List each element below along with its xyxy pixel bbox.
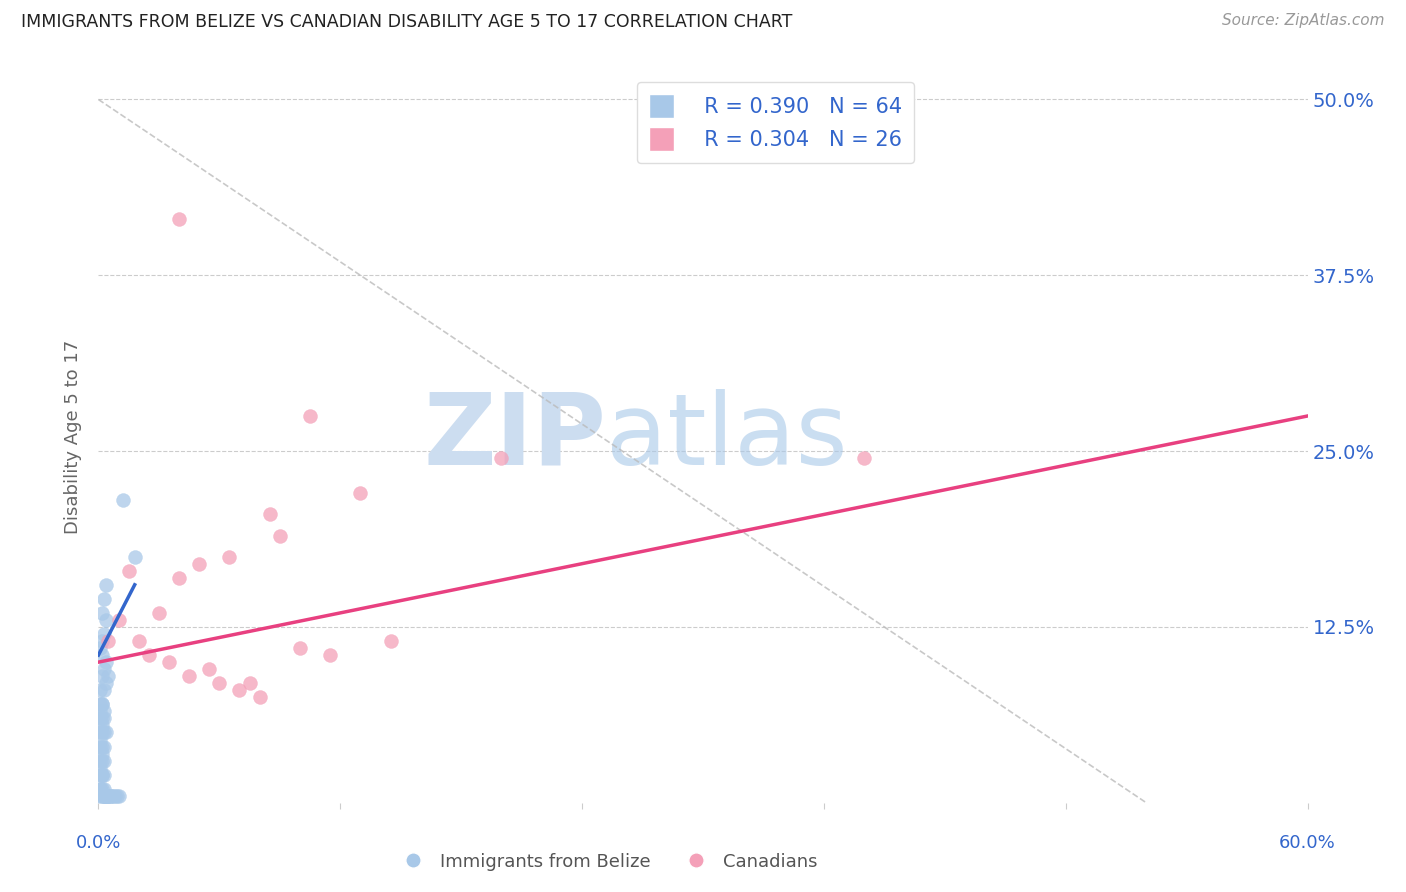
Point xyxy=(228,683,250,698)
Point xyxy=(96,676,118,690)
Point xyxy=(97,789,120,803)
Point xyxy=(97,634,120,648)
Point xyxy=(93,591,115,606)
Point xyxy=(91,648,114,662)
Point xyxy=(93,627,115,641)
Point xyxy=(319,648,342,662)
Point xyxy=(107,789,129,803)
Text: 0.0%: 0.0% xyxy=(76,834,121,852)
Point xyxy=(239,676,262,690)
Point xyxy=(89,705,111,719)
Point xyxy=(89,754,111,768)
Point xyxy=(853,451,876,466)
Point xyxy=(89,683,111,698)
Point xyxy=(93,683,115,698)
Point xyxy=(91,725,114,739)
Point xyxy=(89,767,111,781)
Point xyxy=(91,711,114,725)
Point xyxy=(89,789,111,803)
Point xyxy=(118,564,141,578)
Point xyxy=(96,789,118,803)
Point xyxy=(96,725,118,739)
Text: IMMIGRANTS FROM BELIZE VS CANADIAN DISABILITY AGE 5 TO 17 CORRELATION CHART: IMMIGRANTS FROM BELIZE VS CANADIAN DISAB… xyxy=(21,13,793,31)
Point xyxy=(148,606,170,620)
Point xyxy=(107,613,129,627)
Point xyxy=(93,705,115,719)
Point xyxy=(93,725,115,739)
Point xyxy=(100,789,122,803)
Point xyxy=(96,789,118,803)
Point xyxy=(269,528,291,542)
Point xyxy=(93,754,115,768)
Point xyxy=(218,549,240,564)
Point xyxy=(93,662,115,676)
Point xyxy=(128,634,150,648)
Point xyxy=(89,711,111,725)
Point xyxy=(89,781,111,796)
Point xyxy=(91,669,114,683)
Point xyxy=(380,634,402,648)
Point xyxy=(111,493,134,508)
Text: Source: ZipAtlas.com: Source: ZipAtlas.com xyxy=(1222,13,1385,29)
Point xyxy=(167,571,190,585)
Point xyxy=(198,662,221,676)
Point xyxy=(97,669,120,683)
Point xyxy=(101,789,124,803)
Point xyxy=(349,486,371,500)
Point xyxy=(103,789,125,803)
Point xyxy=(259,508,281,522)
Point xyxy=(89,641,111,656)
Point xyxy=(299,409,322,423)
Point xyxy=(89,698,111,712)
Point xyxy=(91,781,114,796)
Text: ZIP: ZIP xyxy=(423,389,606,485)
Point xyxy=(91,698,114,712)
Point xyxy=(96,578,118,592)
Point xyxy=(89,725,111,739)
Point xyxy=(93,711,115,725)
Point xyxy=(93,739,115,754)
Y-axis label: Disability Age 5 to 17: Disability Age 5 to 17 xyxy=(65,340,83,534)
Point xyxy=(91,767,114,781)
Point xyxy=(91,739,114,754)
Point xyxy=(93,767,115,781)
Point xyxy=(96,613,118,627)
Point xyxy=(124,549,146,564)
Text: 60.0%: 60.0% xyxy=(1279,834,1336,852)
Point xyxy=(167,212,190,227)
Point xyxy=(96,789,118,803)
Point xyxy=(138,648,160,662)
Point xyxy=(91,698,114,712)
Point xyxy=(89,781,111,796)
Point xyxy=(91,754,114,768)
Point xyxy=(91,747,114,761)
Point xyxy=(179,669,201,683)
Point xyxy=(91,606,114,620)
Point xyxy=(288,641,311,656)
Text: atlas: atlas xyxy=(606,389,848,485)
Point xyxy=(91,789,114,803)
Point xyxy=(89,732,111,747)
Point xyxy=(249,690,271,705)
Point xyxy=(93,781,115,796)
Point xyxy=(89,761,111,775)
Point xyxy=(91,634,114,648)
Point xyxy=(91,767,114,781)
Point xyxy=(105,789,128,803)
Legend: Immigrants from Belize, Canadians: Immigrants from Belize, Canadians xyxy=(388,846,825,878)
Point xyxy=(208,676,231,690)
Point xyxy=(491,451,513,466)
Point xyxy=(93,789,115,803)
Point xyxy=(93,789,115,803)
Point xyxy=(188,557,211,571)
Point xyxy=(100,789,122,803)
Point xyxy=(97,789,120,803)
Point xyxy=(89,739,111,754)
Point xyxy=(91,718,114,732)
Point xyxy=(157,655,180,669)
Point xyxy=(96,655,118,669)
Point xyxy=(97,789,120,803)
Point xyxy=(93,789,115,803)
